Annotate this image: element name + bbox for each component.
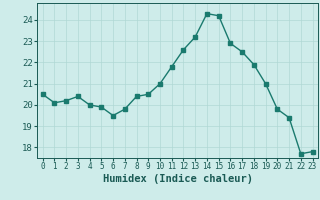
X-axis label: Humidex (Indice chaleur): Humidex (Indice chaleur) [103, 174, 252, 184]
